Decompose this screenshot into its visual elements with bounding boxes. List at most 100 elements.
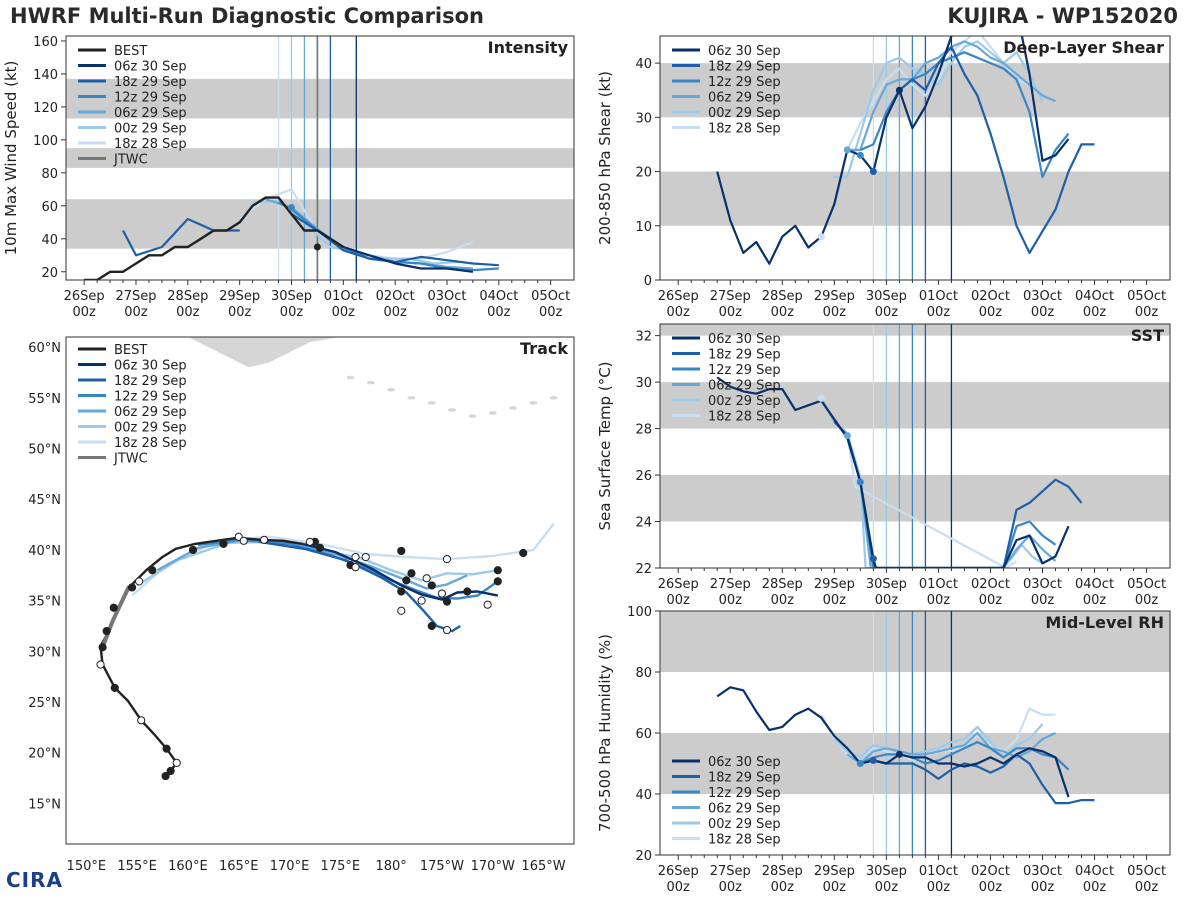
track-legend-label: 12z 29 Sep (114, 390, 187, 405)
track-position-dot (161, 771, 170, 781)
shear-xtick-label: 28Sep (762, 289, 803, 304)
sst-xtick-label: 04Oct (1075, 577, 1114, 592)
shear-xtick-label: 02Oct (971, 289, 1010, 304)
shear-series-line (834, 40, 1044, 179)
intensity-legend-label: 18z 29 Sep (114, 75, 187, 90)
shear-init-dot (895, 86, 903, 94)
intensity-frame (65, 35, 575, 281)
track-position-dot (172, 758, 181, 767)
track-position-dot (427, 581, 436, 590)
track-series-line (197, 538, 499, 600)
rh-xtick-label: 00z (1031, 880, 1055, 895)
island (407, 396, 416, 400)
intensity-panel: 2040608010012014016026Sep00z27Sep00z28Se… (2, 35, 575, 320)
sst-ytick-label: 30 (635, 376, 652, 391)
track-position-dot (397, 546, 406, 556)
shear-legend-label: 06z 30 Sep (708, 44, 781, 59)
track-position-dot (96, 660, 105, 669)
intensity-xtick-label: 03Oct (427, 289, 466, 304)
sst-ytick-label: 22 (635, 562, 652, 577)
rh-ytick-label: 80 (635, 666, 652, 681)
shear-xtick-label: 26Sep (658, 289, 699, 304)
track-xtick-label: 150°E (67, 859, 107, 874)
shear-xtick-label: 00z (771, 305, 795, 320)
storm-title: KUJIRA - WP152020 (947, 4, 1178, 28)
cira-logo: CIRA (6, 868, 63, 892)
intensity-xtick-label: 00z (487, 305, 511, 320)
intensity-xtick-label: 00z (435, 305, 459, 320)
shear-legend-label: 18z 29 Sep (708, 60, 781, 75)
rh-xtick-label: 26Sep (658, 864, 699, 879)
intensity-legend-label: 00z 29 Sep (114, 122, 187, 137)
track-xtick-label: 165°W (521, 859, 565, 874)
rh-xtick-label: 00z (1135, 880, 1159, 895)
intensity-xtick-label: 26Sep (64, 289, 105, 304)
rh-plot-area (660, 611, 1170, 855)
track-legend-label: 00z 29 Sep (114, 421, 187, 436)
island (529, 401, 538, 405)
rh-title: Mid-Level RH (1045, 613, 1164, 632)
intensity-init-dot (313, 243, 321, 251)
sst-shade-band (660, 475, 1170, 522)
intensity-ytick-label: 40 (41, 233, 58, 248)
sst-xtick-label: 00z (1031, 593, 1055, 608)
sst-xtick-label: 03Oct (1023, 577, 1062, 592)
intensity-shade-band (66, 199, 574, 249)
intensity-xtick-label: 29Sep (219, 289, 260, 304)
island (549, 396, 558, 400)
track-frame (65, 336, 575, 845)
track-position-dot (397, 606, 406, 615)
sst-xtick-label: 00z (771, 593, 795, 608)
track-position-dot (239, 536, 248, 545)
track-legend-label: 18z 28 Sep (114, 436, 187, 451)
track-series-line (136, 540, 498, 587)
track-position-dot (127, 583, 137, 592)
sst-ytick-label: 24 (635, 516, 652, 531)
track-position-dot (442, 625, 452, 635)
track-position-dot (162, 744, 171, 753)
sst-legend-label: 06z 29 Sep (708, 379, 781, 394)
rh-xtick-label: 04Oct (1075, 864, 1114, 879)
rh-xtick-label: 00z (927, 880, 951, 895)
shear-xtick-label: 00z (927, 305, 951, 320)
track-xtick-label: 160°E (168, 859, 208, 874)
shear-init-dot (856, 151, 864, 159)
rh-xtick-label: 27Sep (710, 864, 751, 879)
intensity-ytick-label: 120 (33, 101, 58, 116)
intensity-xtick-label: 00z (332, 305, 356, 320)
sst-init-dot (869, 555, 877, 563)
shear-legend-label: 00z 29 Sep (708, 106, 781, 121)
shear-xtick-label: 00z (979, 305, 1003, 320)
rh-ytick-label: 20 (635, 849, 652, 864)
intensity-ytick-label: 100 (33, 134, 58, 149)
track-ytick-label: 55°N (28, 392, 61, 407)
sst-xtick-label: 02Oct (971, 577, 1010, 592)
figure-title: HWRF Multi-Run Diagnostic Comparison (10, 4, 485, 28)
rh-xtick-label: 00z (1083, 880, 1107, 895)
rh-xtick-label: 01Oct (919, 864, 958, 879)
track-position-dot (98, 643, 107, 652)
sst-xtick-label: 28Sep (762, 577, 803, 592)
shear-legend-label: 12z 29 Sep (708, 75, 781, 90)
intensity-xtick-label: 27Sep (115, 289, 156, 304)
track-ytick-label: 20°N (28, 747, 61, 762)
intensity-xtick-label: 00z (539, 305, 563, 320)
sst-ylabel: Sea Surface Temp (°C) (596, 361, 614, 530)
sst-xtick-label: 27Sep (710, 577, 751, 592)
intensity-title: Intensity (488, 38, 569, 57)
track-title: Track (520, 339, 568, 358)
track-position-dot (351, 552, 360, 562)
intensity-ytick-label: 80 (41, 167, 58, 182)
sst-xtick-label: 00z (1083, 593, 1107, 608)
intensity-legend-label: JTWC (113, 153, 148, 168)
track-position-dot (219, 539, 228, 548)
shear-plot-area (660, 36, 1170, 280)
track-position-dot (437, 589, 447, 598)
intensity-ylabel: 10m Max Wind Speed (kt) (2, 61, 20, 256)
track-ytick-label: 50°N (28, 443, 61, 458)
intensity-xtick-label: 02Oct (376, 289, 415, 304)
track-position-dot (305, 537, 314, 546)
shear-init-dot (869, 168, 877, 176)
sst-legend-label: 18z 29 Sep (708, 348, 781, 363)
